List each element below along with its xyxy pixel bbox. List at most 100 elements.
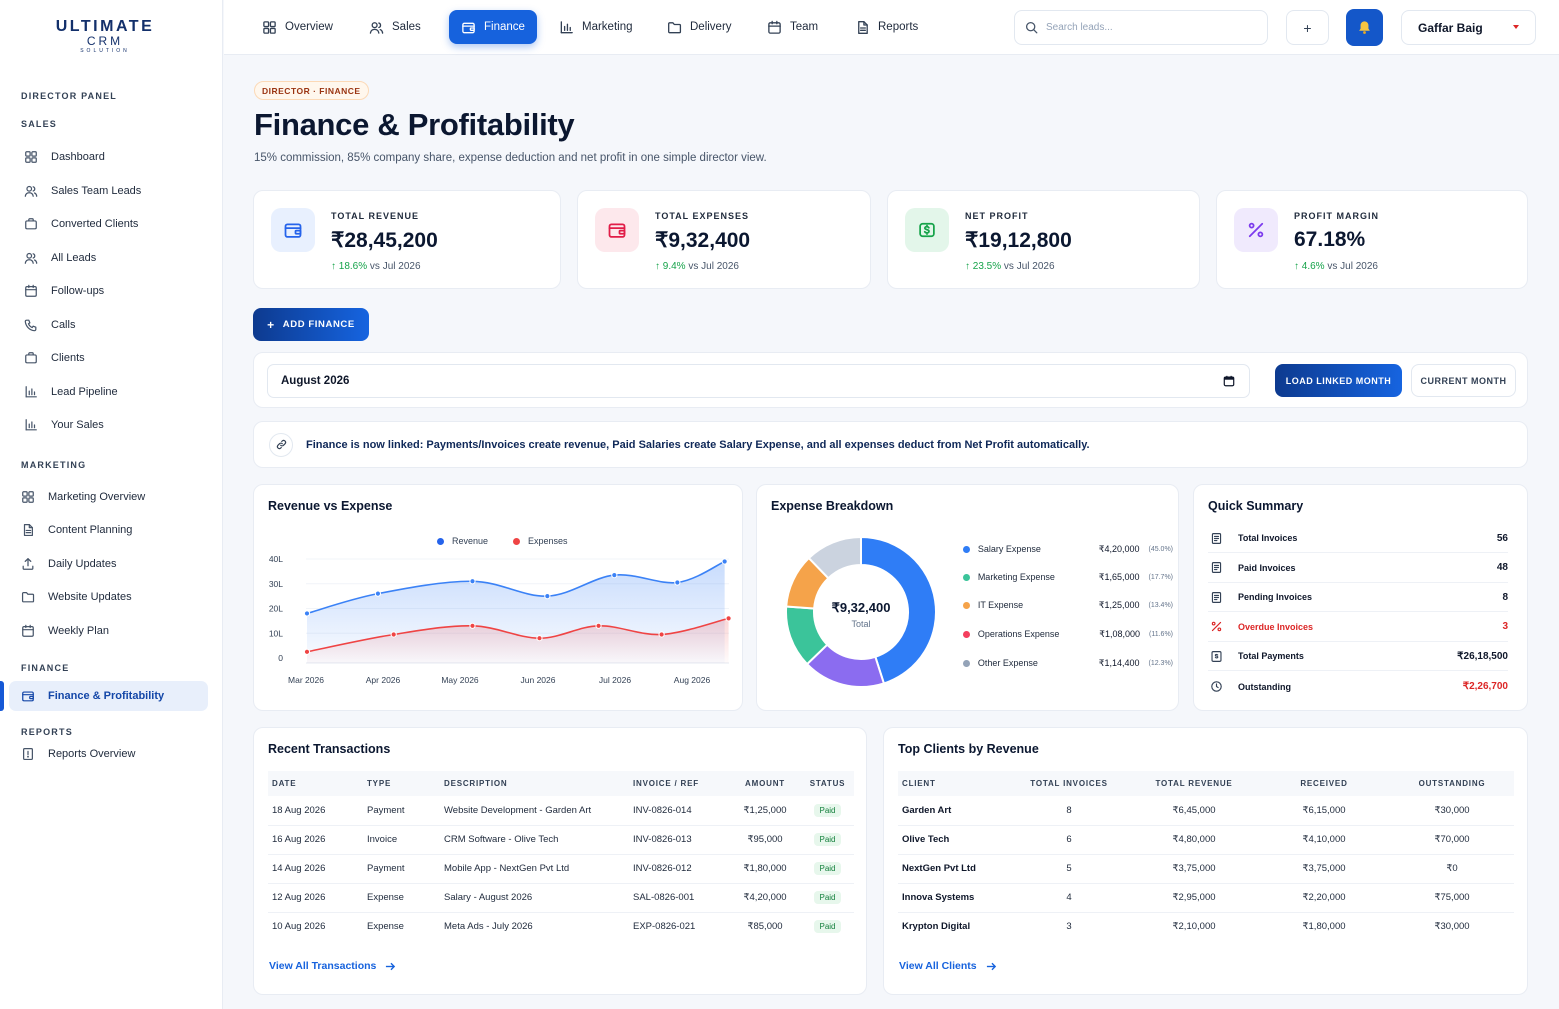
add-finance-button[interactable]: + ADD FINANCE	[253, 308, 369, 341]
table-cell: ₹4,10,000	[1258, 825, 1390, 855]
sidebar-item-sales-team-leads[interactable]: Sales Team Leads	[12, 176, 211, 206]
brand-logo[interactable]: ULTIMATE CRM SOLUTION	[0, 18, 210, 54]
table-row[interactable]: 14 Aug 2026 Payment Mobile App - NextGen P…	[268, 854, 854, 884]
sidebar-item-label: Converted Clients	[51, 218, 139, 230]
tab-overview[interactable]: Overview	[250, 10, 345, 44]
table-cell: ₹70,000	[1390, 825, 1514, 855]
column-header[interactable]: TYPE	[363, 771, 440, 796]
column-header[interactable]: STATUS	[801, 771, 854, 796]
arrow-up-icon: ↑	[655, 261, 663, 272]
legend-row-marketing-expense: Marketing Expense ₹1,65,000 (17.7%)	[963, 567, 1173, 587]
donut-total-label: Total	[851, 619, 871, 629]
data-point-revenue	[611, 571, 618, 579]
column-header[interactable]: TOTAL INVOICES	[1008, 771, 1130, 796]
sidebar-item-marketing-overview[interactable]: Marketing Overview	[9, 482, 208, 512]
table-row[interactable]: 12 Aug 2026 Expense Salary - August 2026 SA…	[268, 883, 854, 913]
legend-name: Salary Expense	[977, 544, 1041, 554]
calendar-icon[interactable]	[1223, 375, 1235, 387]
tab-team[interactable]: Team	[755, 10, 830, 44]
summary-row-paid-invoices[interactable]: Paid Invoices 48	[1208, 554, 1508, 583]
table-row[interactable]: 18 Aug 2026 Payment Website Development - …	[268, 796, 854, 826]
month-picker[interactable]: August 2026	[267, 364, 1250, 398]
quick-summary-card: Quick Summary Total Invoices 56 Paid Inv…	[1193, 484, 1528, 711]
column-header[interactable]: RECEIVED	[1258, 771, 1390, 796]
phone-icon	[24, 318, 38, 332]
column-header[interactable]: DATE	[268, 771, 363, 796]
table-row[interactable]: NextGen Pvt Ltd 5 ₹3,75,000 ₹3,75,000 ₹0	[898, 854, 1514, 884]
brand-line-1: ULTIMATE	[55, 18, 155, 35]
sidebar-item-weekly-plan[interactable]: Weekly Plan	[9, 616, 208, 646]
search-box[interactable]	[1014, 10, 1268, 45]
wallet-icon	[595, 208, 639, 252]
status-badge: Paid	[814, 920, 841, 934]
sidebar-item-website-updates[interactable]: Website Updates	[9, 582, 208, 612]
role-badge: DIRECTOR · FINANCE	[254, 81, 369, 100]
table-cell: Payment	[363, 796, 440, 826]
top-bar: Overview Sales Finance Marketing Delivery Tea…	[224, 0, 1559, 55]
legend-name: IT Expense	[977, 600, 1024, 610]
x-tick-label: Mar 2026	[288, 675, 324, 685]
summary-row-pending-invoices[interactable]: Pending Invoices 8	[1208, 583, 1508, 613]
current-month-button[interactable]: CURRENT MONTH	[1411, 364, 1516, 397]
summary-row-outstanding[interactable]: Outstanding ₹2,26,700	[1208, 672, 1508, 701]
table-row[interactable]: Krypton Digital 3 ₹2,10,000 ₹1,80,000 ₹30,00…	[898, 912, 1514, 941]
summary-row-overdue-invoices[interactable]: Overdue Invoices 3	[1208, 613, 1508, 642]
sidebar-item-your-sales[interactable]: Your Sales	[12, 410, 211, 440]
column-header[interactable]: AMOUNT	[729, 771, 801, 796]
revenue-expense-chart: 0 10L 20L 30L 40L Mar 2026 Apr 2026 May 2026 Jun…	[269, 554, 732, 685]
sidebar-item-calls[interactable]: Calls	[12, 310, 211, 340]
quick-summary-title: Quick Summary	[1208, 499, 1304, 513]
sidebar-item-dashboard[interactable]: Dashboard	[12, 142, 211, 172]
table-row[interactable]: Olive Tech 6 ₹4,80,000 ₹4,10,000 ₹70,000	[898, 825, 1514, 855]
view-all-transactions-link[interactable]: View All Transactions	[269, 960, 396, 972]
tab-sales[interactable]: Sales	[357, 10, 433, 44]
add-button[interactable]: +	[1286, 10, 1329, 45]
sidebar-item-daily-updates[interactable]: Daily Updates	[9, 549, 208, 579]
sidebar-item-reports-overview[interactable]: Reports Overview	[9, 739, 208, 769]
column-header[interactable]: INVOICE / REF	[629, 771, 729, 796]
view-all-clients-link[interactable]: View All Clients	[899, 960, 997, 972]
sidebar-item-all-leads[interactable]: All Leads	[12, 243, 211, 273]
sidebar-item-follow-ups[interactable]: Follow-ups	[12, 276, 211, 306]
table-cell: ₹1,25,000	[729, 796, 801, 826]
y-tick-label: 30L	[269, 579, 283, 589]
sidebar-item-lead-pipeline[interactable]: Lead Pipeline	[12, 377, 211, 407]
kpi-delta-value: 23.5%	[972, 261, 1002, 272]
load-linked-month-button[interactable]: LOAD LINKED MONTH	[1275, 364, 1402, 397]
column-header[interactable]: CLIENT	[898, 771, 1008, 796]
notifications-button[interactable]	[1346, 9, 1383, 46]
table-row[interactable]: Garden Art 8 ₹6,45,000 ₹6,15,000 ₹30,000	[898, 796, 1514, 826]
table-cell: 4	[1008, 883, 1130, 913]
recent-transactions-card: Recent Transactions DATE TYPE DESCRIPTION I…	[253, 727, 867, 995]
summary-value: 48	[1496, 562, 1508, 574]
table-cell: Innova Systems	[898, 883, 1008, 913]
tab-reports[interactable]: Reports	[843, 10, 930, 44]
column-header[interactable]: DESCRIPTION	[440, 771, 629, 796]
table-row[interactable]: Innova Systems 4 ₹2,95,000 ₹2,20,000 ₹75,000	[898, 883, 1514, 913]
table-cell: ₹30,000	[1390, 796, 1514, 826]
top-clients-title: Top Clients by Revenue	[898, 742, 1039, 756]
sidebar-item-content-planning[interactable]: Content Planning	[9, 515, 208, 545]
table-cell: INV-0826-013	[629, 825, 729, 855]
calendar-icon	[767, 20, 782, 35]
column-header[interactable]: TOTAL REVENUE	[1130, 771, 1258, 796]
tab-finance[interactable]: Finance	[449, 10, 537, 44]
wallet-icon	[21, 689, 35, 703]
summary-row-total-invoices[interactable]: Total Invoices 56	[1208, 524, 1508, 553]
table-cell: Meta Ads - July 2026	[444, 921, 533, 933]
summary-row-total-payments[interactable]: Total Payments ₹26,18,500	[1208, 642, 1508, 672]
status-cell: Paid	[801, 854, 854, 884]
user-menu[interactable]: Gaffar Baig	[1401, 10, 1536, 45]
tab-marketing[interactable]: Marketing	[547, 10, 645, 44]
sidebar-item-converted-clients[interactable]: Converted Clients	[12, 209, 211, 239]
sidebar-item-finance-and-profitability[interactable]: Finance & Profitability	[9, 681, 208, 711]
sidebar-item-clients[interactable]: Clients	[12, 343, 211, 373]
search-icon	[1025, 21, 1038, 34]
search-input[interactable]	[1046, 22, 1246, 33]
y-tick-label: 40L	[269, 554, 283, 564]
data-point-revenue	[303, 610, 311, 617]
table-row[interactable]: 10 Aug 2026 Expense Meta Ads - July 2026 EX…	[268, 912, 854, 941]
tab-delivery[interactable]: Delivery	[655, 10, 744, 44]
column-header[interactable]: OUTSTANDING	[1390, 771, 1514, 796]
table-row[interactable]: 16 Aug 2026 Invoice CRM Software - Olive T…	[268, 825, 854, 855]
